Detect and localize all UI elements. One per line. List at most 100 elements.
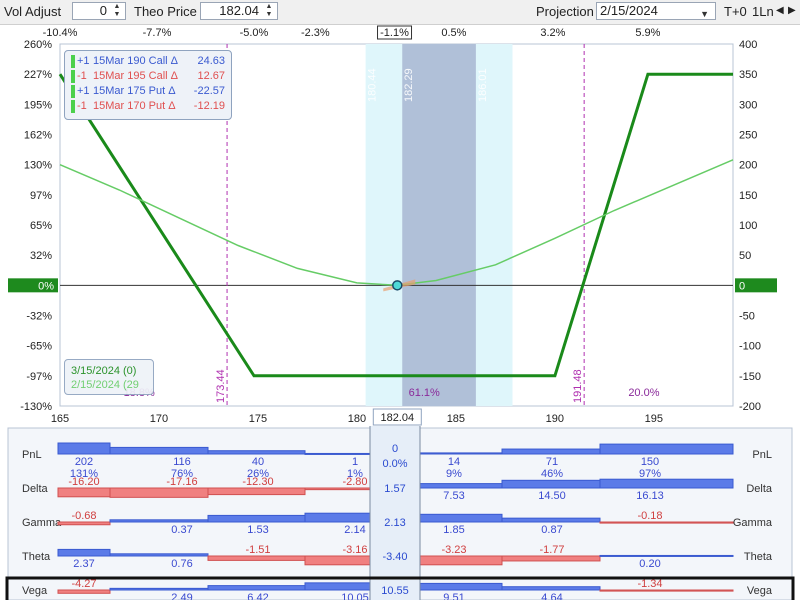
x-axis-labels: 165 170 175 180 185 190 195 182.04: [51, 408, 663, 426]
top-pct-label: -5.0%: [240, 27, 269, 39]
prev-arrow-icon[interactable]: ◀: [776, 5, 784, 16]
greek-bar: [599, 589, 734, 592]
greek-bar: [57, 548, 111, 557]
x-tick-label: 165: [51, 413, 69, 425]
position-row[interactable]: -1 15Mar 195 Call Δ 12.67: [71, 70, 225, 84]
projection-label: Projection: [536, 4, 594, 19]
positions-legend[interactable]: +1 15Mar 190 Call Δ 24.63 -1 15Mar 195 Call …: [64, 50, 232, 120]
lines-toggle[interactable]: 1Ln: [752, 4, 774, 19]
current-price-box: [372, 408, 422, 426]
greek-pct: 26%: [247, 468, 269, 480]
band-label: 186.01: [477, 68, 489, 102]
vol-adjust-spinner-icon[interactable]: ▲ ▼: [113, 3, 121, 18]
right-tick-label: -150: [739, 371, 761, 383]
greek-bar: [207, 450, 306, 455]
greek-bar: [57, 487, 111, 498]
current-price-label: 182.04: [380, 412, 414, 424]
theo-price-spinner-icon[interactable]: ▲ ▼: [265, 3, 273, 18]
breakeven-markers: 173.44 191.48: [215, 44, 585, 406]
greek-bar: [304, 452, 371, 455]
x-tick-label: 175: [249, 413, 267, 425]
right-tick-label: 350: [739, 69, 757, 81]
band-label: 180.44: [367, 68, 379, 102]
greek-name-right: Vega: [747, 585, 773, 597]
vol-adjust-label: Vol Adjust: [4, 4, 62, 19]
greek-bar: [57, 589, 111, 594]
theo-price-input[interactable]: 182.04 ▲ ▼: [200, 2, 278, 20]
greek-bar: [419, 483, 503, 489]
position-color-bar: [71, 100, 75, 113]
greek-value: 14.50: [538, 490, 566, 502]
risk-graph-svg[interactable]: 180.44 182.29 186.01 187.86 260% 227% 195% 162…: [0, 24, 800, 426]
greek-value: 150: [641, 456, 659, 468]
greek-bar: [501, 555, 601, 562]
greek-bar: [419, 555, 503, 566]
right-tick-label: 50: [739, 250, 751, 262]
x-tick-label: 185: [447, 413, 465, 425]
projection-date-select[interactable]: 2/15/2024 ▼: [596, 2, 716, 20]
greek-value: -1.34: [637, 578, 662, 590]
x-tick-label: 170: [150, 413, 168, 425]
greek-bar: [207, 514, 306, 523]
right-tick-label: -100: [739, 341, 761, 353]
greek-pct: 46%: [541, 468, 563, 480]
greek-pct: 9%: [446, 468, 462, 480]
position-row[interactable]: +1 15Mar 175 Put Δ -22.57: [71, 85, 225, 99]
zero-right-bg: [735, 278, 777, 293]
left-tick-label: 97%: [30, 190, 52, 202]
greek-value: -12.30: [242, 476, 273, 488]
t-plus-toggle[interactable]: T+0: [724, 4, 747, 19]
greek-value: -16.20: [68, 476, 99, 488]
greek-bar: [109, 553, 209, 557]
greek-value: -2.80: [342, 476, 367, 488]
greek-pct: 1%: [347, 468, 363, 480]
risk-graph[interactable]: 180.44 182.29 186.01 187.86 260% 227% 195% 162…: [0, 24, 800, 426]
chevron-down-icon[interactable]: ▼: [700, 9, 709, 19]
right-tick-label: -50: [739, 311, 755, 323]
greek-bar: [501, 479, 601, 489]
band-label: 182.29: [403, 68, 415, 102]
greek-value: 1.85: [443, 524, 464, 536]
left-tick-label: 260%: [24, 39, 52, 51]
greek-value: -1.77: [539, 544, 564, 556]
position-row[interactable]: -1 15Mar 170 Put Δ -12.19: [71, 100, 225, 114]
top-percent-labels: -10.4% -7.7% -5.0% -2.3% -1.1% 0.5% 3.2% 5.9%: [43, 25, 661, 40]
greek-value: 0.76: [171, 558, 192, 570]
greek-center-value: 10.55: [381, 585, 409, 597]
position-qty: +1: [77, 85, 90, 97]
greek-value: 0.87: [541, 524, 562, 536]
left-tick-label: -130%: [20, 401, 52, 413]
top-pct-label: -2.3%: [301, 27, 330, 39]
position-delta: -12.19: [193, 100, 225, 112]
greek-bar: [207, 487, 306, 496]
top-pct-label: -1.1%: [380, 27, 409, 39]
greek-bar: [109, 487, 209, 498]
std-dev-band-inner: [402, 44, 476, 406]
greek-bar: [109, 587, 209, 591]
position-color-bar: [71, 70, 75, 83]
greek-name-right: PnL: [752, 449, 772, 461]
date-legend-today: 2/15/2024 (29: [71, 379, 139, 391]
next-arrow-icon[interactable]: ▶: [788, 5, 796, 16]
greek-value: 1.53: [247, 524, 268, 536]
greek-bar: [419, 582, 503, 591]
center-price: 182.04: [378, 426, 412, 427]
greek-bar: [57, 521, 111, 526]
vol-adjust-input[interactable]: 0 ▲ ▼: [72, 2, 126, 20]
left-tick-label: 162%: [24, 130, 52, 142]
greek-bar: [109, 446, 209, 455]
position-row[interactable]: +1 15Mar 190 Call Δ 24.63: [71, 55, 225, 69]
theo-price-value: 182.04: [219, 3, 259, 18]
greek-name-right: Gamma: [733, 517, 773, 529]
greek-value: -17.16: [166, 476, 197, 488]
greek-bar: [57, 442, 111, 455]
greek-bar: [599, 521, 734, 524]
position-qty: -1: [77, 70, 87, 82]
greek-value: 7.53: [443, 490, 464, 502]
right-axis-labels: 400 350 300 250 200 150 100 50 0 -50 -100 -150 -200: [735, 39, 777, 413]
greek-name-left: Gamma: [22, 517, 62, 529]
greek-bar: [207, 555, 306, 561]
greek-name-right: Theta: [744, 551, 773, 563]
greek-value: 14: [448, 456, 460, 468]
left-tick-label: -97%: [26, 371, 52, 383]
